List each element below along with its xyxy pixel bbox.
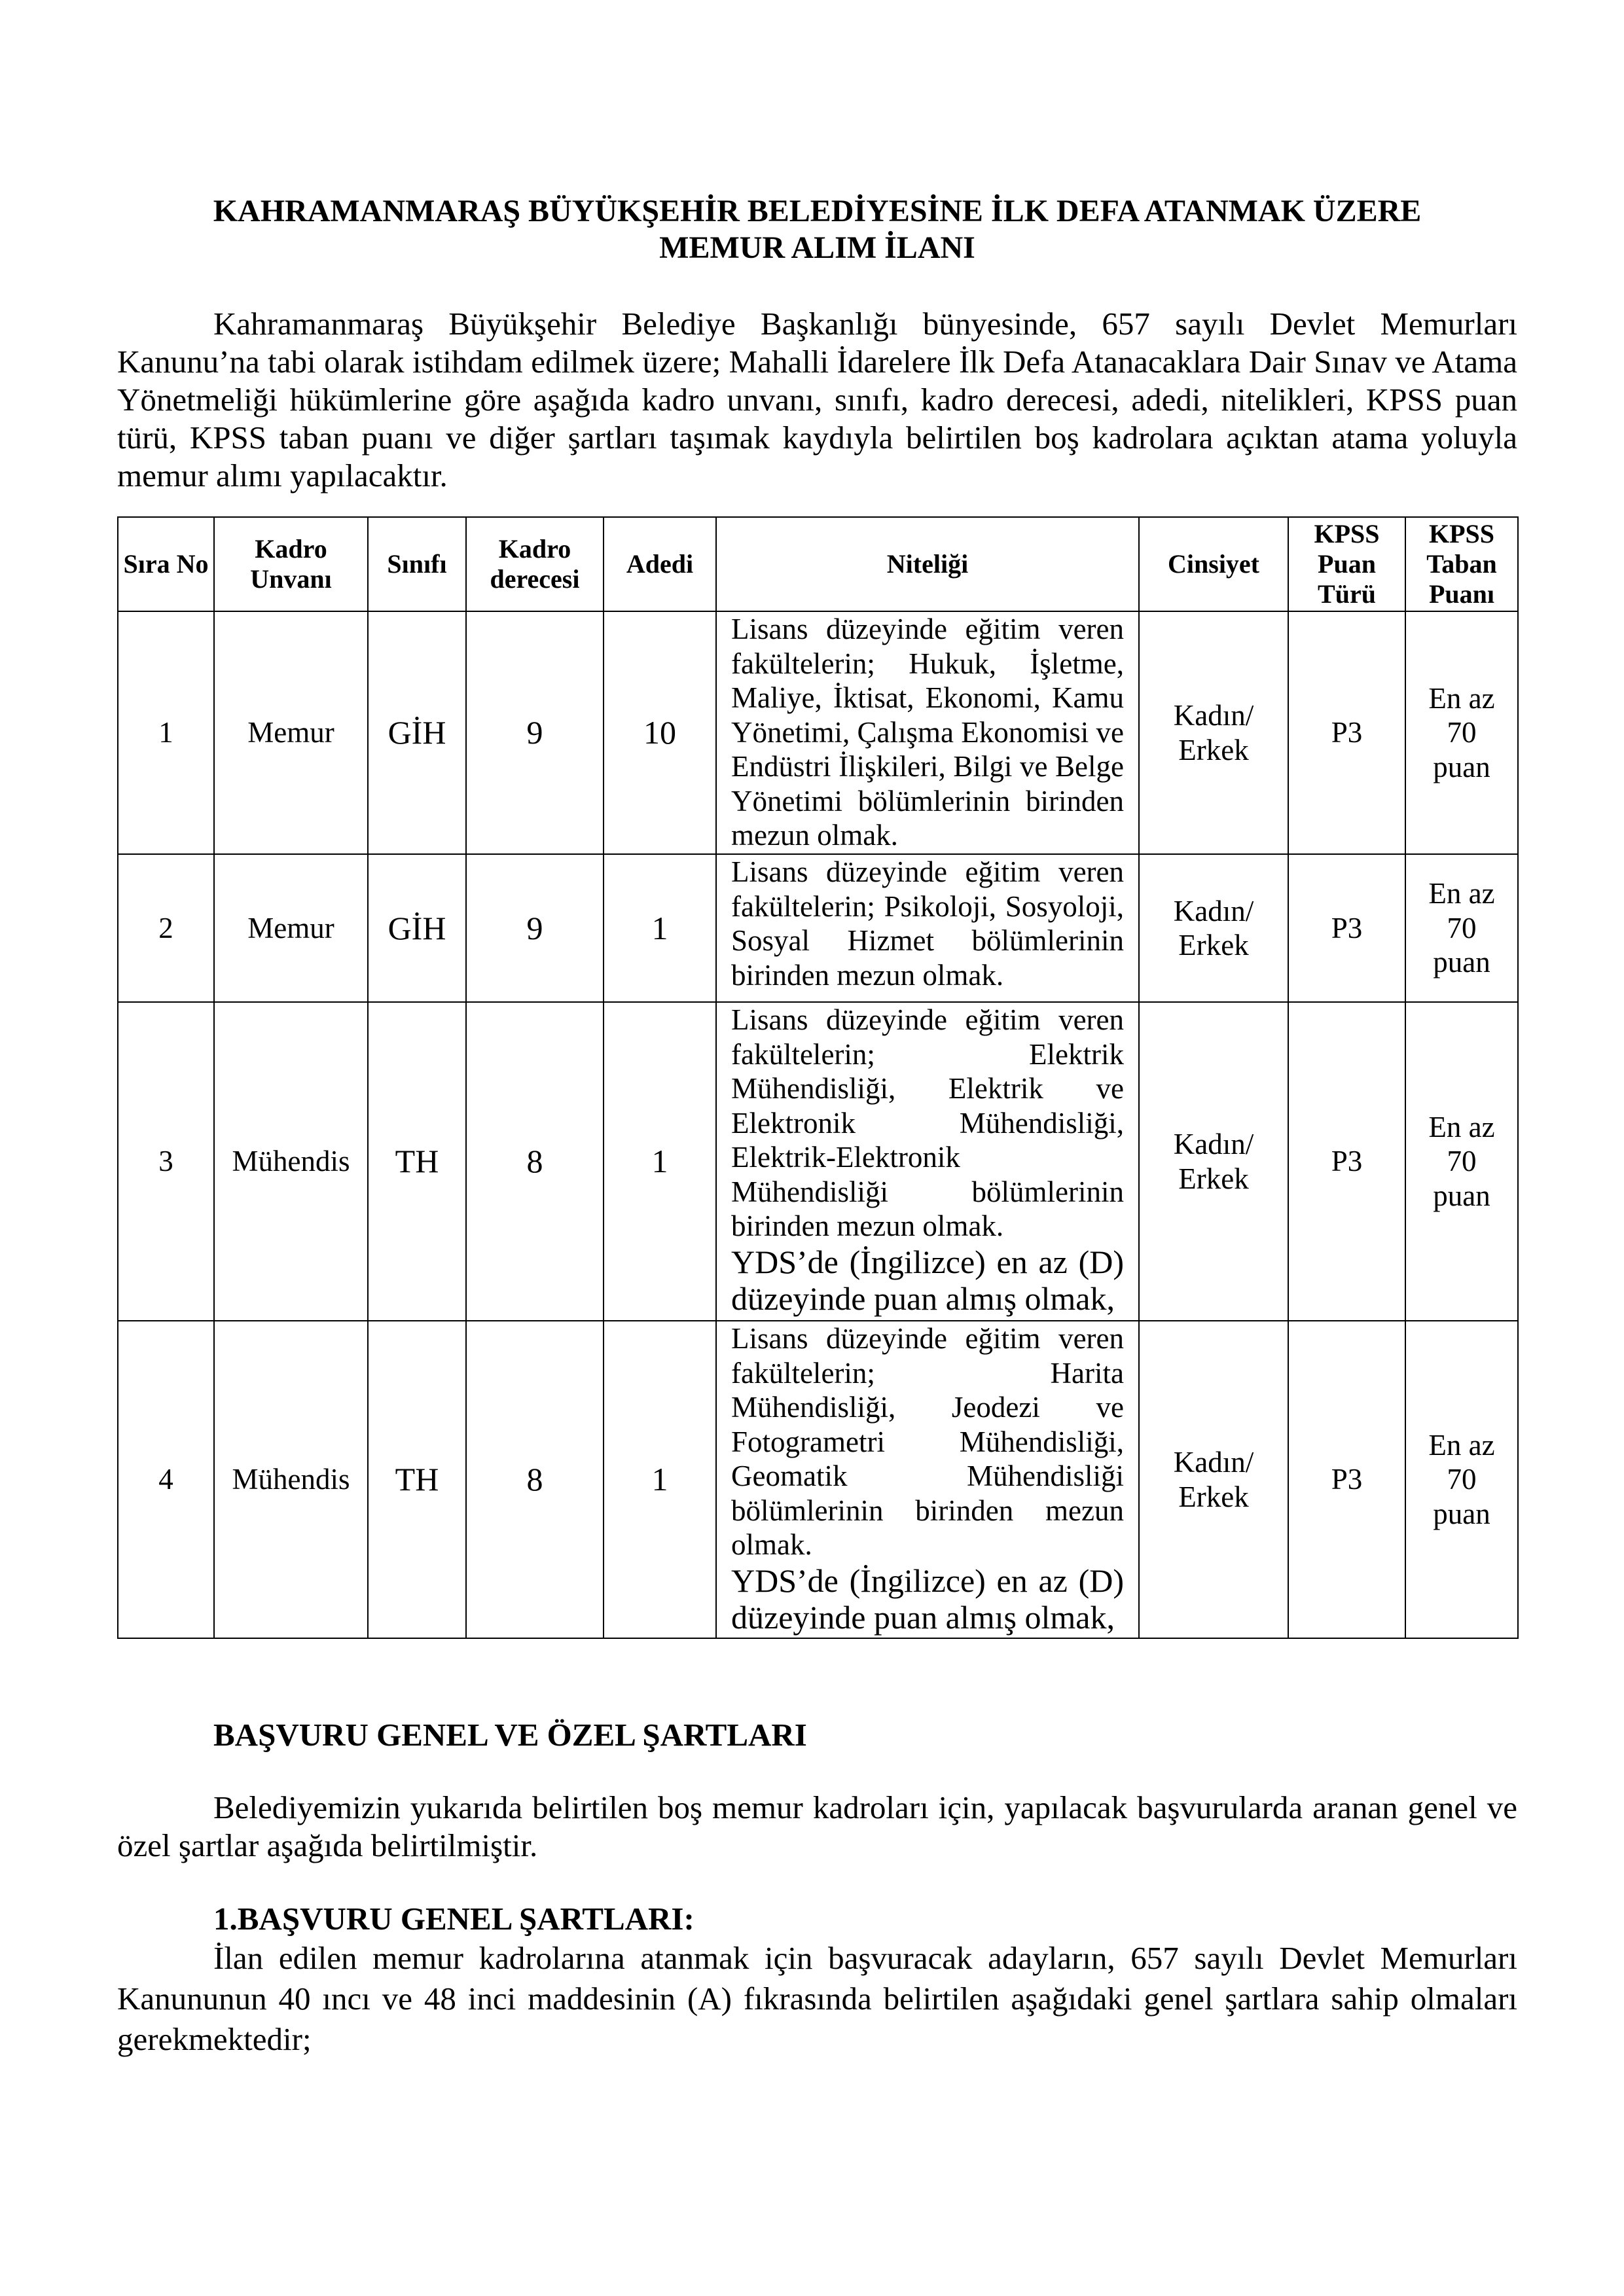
cell-niteligi: Lisans düzeyinde eğitim veren fakülteler… <box>715 611 1140 855</box>
table-row: 1 Memur GİH 9 10 Lisans düzeyinde eğitim vere… <box>117 611 1519 855</box>
nitelik-text: Lisans düzeyinde eğitim veren fakülteler… <box>731 1322 1124 1561</box>
table-row: 3 Mühendis TH 8 1 Lisans düzeyinde eğitim ver… <box>117 1001 1519 1321</box>
cell-kpss-puan-turu: P3 <box>1288 611 1406 855</box>
positions-table: Sıra No Kadro Unvanı Sınıfı Kadro derece… <box>117 516 1519 1639</box>
header-kadro-derecesi: Kadro derecesi <box>465 516 604 612</box>
cell-sira-no: 4 <box>117 1320 215 1639</box>
cell-sinifi: TH <box>367 1001 467 1321</box>
header-kadro-unvani: Kadro Unvanı <box>213 516 369 612</box>
yds-requirement-text: YDS’de (İngilizce) en az (D) düzeyinde p… <box>731 1243 1124 1317</box>
cell-niteligi: Lisans düzeyinde eğitim veren fakülteler… <box>715 853 1140 1003</box>
header-adedi: Adedi <box>603 516 717 612</box>
title-line-2: MEMUR ALIM İLANI <box>659 230 975 265</box>
cell-kpss-taban-puani: En az 70 puan <box>1405 1320 1519 1639</box>
cell-kpss-taban-puani: En az 70 puan <box>1405 1001 1519 1321</box>
header-kpss-taban-puani: KPSS Taban Puanı <box>1405 516 1519 612</box>
cell-niteligi: Lisans düzeyinde eğitim veren fakülteler… <box>715 1320 1140 1639</box>
table-row: 4 Mühendis TH 8 1 Lisans düzeyinde eğitim ver… <box>117 1320 1519 1639</box>
cell-sinifi: GİH <box>367 611 467 855</box>
header-cinsiyet: Cinsiyet <box>1138 516 1289 612</box>
table-header-row: Sıra No Kadro Unvanı Sınıfı Kadro derece… <box>117 516 1519 612</box>
cell-niteligi: Lisans düzeyinde eğitim veren fakülteler… <box>715 1001 1140 1321</box>
cell-sinifi: TH <box>367 1320 467 1639</box>
cell-kpss-taban-puani: En az 70 puan <box>1405 853 1519 1003</box>
cell-adedi: 10 <box>603 611 717 855</box>
cell-kadro-unvani: Mühendis <box>213 1320 369 1639</box>
cell-kpss-puan-turu: P3 <box>1288 1320 1406 1639</box>
cell-cinsiyet: Kadın/ Erkek <box>1138 1320 1289 1639</box>
cell-kadro-unvani: Memur <box>213 611 369 855</box>
cell-kadro-derecesi: 8 <box>465 1320 604 1639</box>
nitelik-text: Lisans düzeyinde eğitim veren fakülteler… <box>731 1003 1124 1242</box>
section-paragraph-basvuru: Belediyemizin yukarıda belirtilen boş me… <box>117 1789 1517 1863</box>
yds-requirement-text: YDS’de (İngilizce) en az (D) düzeyinde p… <box>731 1562 1124 1636</box>
cell-cinsiyet: Kadın/ Erkek <box>1138 1001 1289 1321</box>
header-kpss-puan-turu: KPSS Puan Türü <box>1288 516 1406 612</box>
section-heading-genel-sartlar: 1.BAŞVURU GENEL ŞARTLARI: <box>213 1901 695 1937</box>
cell-sira-no: 1 <box>117 611 215 855</box>
nitelik-text: Lisans düzeyinde eğitim veren fakülteler… <box>731 613 1124 852</box>
cell-sira-no: 2 <box>117 853 215 1003</box>
header-sinifi: Sınıfı <box>367 516 467 612</box>
header-sira-no: Sıra No <box>117 516 215 612</box>
cell-kadro-unvani: Mühendis <box>213 1001 369 1321</box>
title-line-1: KAHRAMANMARAŞ BÜYÜKŞEHİR BELEDİYESİNE İL… <box>213 194 1422 228</box>
cell-sira-no: 3 <box>117 1001 215 1321</box>
cell-kpss-puan-turu: P3 <box>1288 853 1406 1003</box>
cell-cinsiyet: Kadın/ Erkek <box>1138 853 1289 1003</box>
table-row: 2 Memur GİH 9 1 Lisans düzeyinde eğitim veren… <box>117 853 1519 1003</box>
cell-kadro-derecesi: 8 <box>465 1001 604 1321</box>
cell-adedi: 1 <box>603 853 717 1003</box>
cell-kpss-puan-turu: P3 <box>1288 1001 1406 1321</box>
cell-sinifi: GİH <box>367 853 467 1003</box>
cell-kadro-unvani: Memur <box>213 853 369 1003</box>
section-heading-basvuru: BAŞVURU GENEL VE ÖZEL ŞARTLARI <box>213 1717 807 1753</box>
nitelik-text: Lisans düzeyinde eğitim veren fakülteler… <box>731 855 1124 992</box>
cell-adedi: 1 <box>603 1001 717 1321</box>
header-niteligi: Niteliği <box>715 516 1140 612</box>
cell-kadro-derecesi: 9 <box>465 611 604 855</box>
cell-kpss-taban-puani: En az 70 puan <box>1405 611 1519 855</box>
intro-paragraph: Kahramanmaraş Büyükşehir Belediye Başkan… <box>117 306 1517 493</box>
document-title: KAHRAMANMARAŞ BÜYÜKŞEHİR BELEDİYESİNE İL… <box>117 193 1517 266</box>
cell-kadro-derecesi: 9 <box>465 853 604 1003</box>
cell-adedi: 1 <box>603 1320 717 1639</box>
section-paragraph-genel-sartlar: İlan edilen memur kadrolarına atanmak iç… <box>117 1940 1517 2057</box>
cell-cinsiyet: Kadın/ Erkek <box>1138 611 1289 855</box>
